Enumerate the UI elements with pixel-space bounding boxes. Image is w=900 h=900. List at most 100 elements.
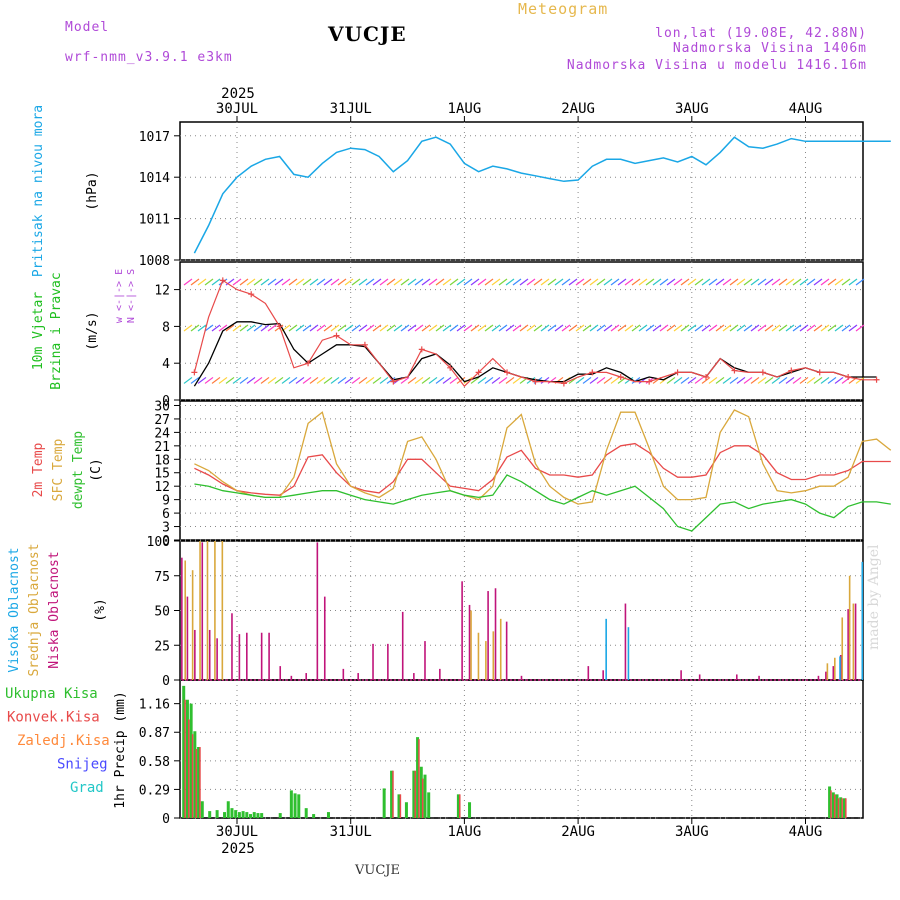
wind-barb-1-70 bbox=[673, 324, 683, 332]
y-tick-label-2-2: 8 bbox=[162, 320, 170, 335]
wind-barb-0-56 bbox=[575, 278, 585, 286]
panel-frame-1 bbox=[179, 121, 864, 261]
wind-barb-0-85 bbox=[778, 278, 788, 286]
wind-barb-0-27 bbox=[372, 278, 382, 286]
wind-barb-1-91 bbox=[820, 324, 830, 332]
wind-title-1: 10m Vjetar bbox=[31, 292, 46, 370]
wind-barb-0-49 bbox=[526, 278, 536, 286]
wind-barb-1-68 bbox=[659, 324, 669, 332]
wind-barb-0-12 bbox=[267, 278, 277, 286]
wind-barb-2-63 bbox=[624, 376, 634, 384]
wind-barb-2-84 bbox=[771, 376, 781, 384]
wind-barb-2-90 bbox=[813, 376, 823, 384]
y-tick-label-3-1: 3 bbox=[162, 521, 170, 536]
wind-barb-1-62 bbox=[617, 324, 627, 332]
y-tick-label-3-8: 24 bbox=[154, 426, 170, 441]
wind-barb-1-3 bbox=[204, 324, 214, 332]
y-tick-label-4-2: 50 bbox=[154, 605, 170, 620]
precip-legend-3: Snijeg bbox=[57, 757, 108, 773]
gust-marker-32 bbox=[646, 378, 653, 385]
wind-barb-2-89 bbox=[806, 376, 816, 384]
wind-barb-1-11 bbox=[260, 324, 270, 332]
wind-barb-0-88 bbox=[799, 278, 809, 286]
y-tick-label-2-0: 0 bbox=[162, 394, 170, 409]
panel-frame-2 bbox=[179, 261, 864, 401]
wind-barb-0-4 bbox=[211, 278, 221, 286]
meteogram-label: Meteogram bbox=[518, 0, 609, 18]
wind-barb-2-44 bbox=[491, 376, 501, 384]
wind-barb-2-6 bbox=[225, 376, 235, 384]
gust-marker-4 bbox=[248, 291, 255, 298]
wind-barb-1-6 bbox=[225, 324, 235, 332]
wind-barb-1-25 bbox=[358, 324, 368, 332]
wind-barb-1-79 bbox=[736, 324, 746, 332]
wind-barb-1-66 bbox=[645, 324, 655, 332]
wind-barb-1-40 bbox=[463, 324, 473, 332]
wind-barb-0-89 bbox=[806, 278, 816, 286]
y-tick-label-3-6: 18 bbox=[154, 453, 170, 468]
wind-barb-0-17 bbox=[302, 278, 312, 286]
wind-barb-1-44 bbox=[491, 324, 501, 332]
wind-barb-2-32 bbox=[407, 376, 417, 384]
wind-barb-1-65 bbox=[638, 324, 648, 332]
wind-barb-0-37 bbox=[442, 278, 452, 286]
y-tick-label-4-3: 75 bbox=[154, 570, 170, 585]
y-tick-label-3-3: 9 bbox=[162, 494, 170, 509]
wind-barb-2-22 bbox=[337, 376, 347, 384]
elevation-label: Nadmorska Visina 1406m bbox=[672, 41, 867, 56]
bottom-date-31JUL: 31JUL bbox=[330, 824, 372, 840]
wind-barb-1-52 bbox=[547, 324, 557, 332]
wind-barb-1-47 bbox=[512, 324, 522, 332]
wind-barb-2-1 bbox=[190, 376, 200, 384]
wind-barb-2-72 bbox=[687, 376, 697, 384]
wind-barb-2-56 bbox=[575, 376, 585, 384]
footer-station: VUCJE bbox=[354, 863, 400, 878]
wind-barb-0-48 bbox=[519, 278, 529, 286]
wind-barb-0-67 bbox=[652, 278, 662, 286]
wind-barb-1-24 bbox=[351, 324, 361, 332]
wind-barb-0-25 bbox=[358, 278, 368, 286]
wind-barb-1-57 bbox=[582, 324, 592, 332]
model-label: Model bbox=[65, 20, 110, 35]
wind-barb-2-57 bbox=[582, 376, 592, 384]
wind-barb-2-13 bbox=[274, 376, 284, 384]
wind-barb-2-46 bbox=[505, 376, 515, 384]
wind-barb-1-46 bbox=[505, 324, 515, 332]
wind-barb-2-74 bbox=[701, 376, 711, 384]
wind-barb-0-59 bbox=[596, 278, 606, 286]
wind-barb-1-89 bbox=[806, 324, 816, 332]
wind-barb-1-10 bbox=[253, 324, 263, 332]
wind-barb-0-90 bbox=[813, 278, 823, 286]
wind-barb-2-5 bbox=[218, 376, 228, 384]
wind-barb-0-26 bbox=[365, 278, 375, 286]
wind-barb-0-24 bbox=[351, 278, 361, 286]
precip-legend-2: Zaledj.Kisa bbox=[17, 733, 110, 749]
top-date-2AUG: 2AUG bbox=[561, 101, 595, 117]
wind-barb-0-16 bbox=[295, 278, 305, 286]
wind-barb-2-88 bbox=[799, 376, 809, 384]
wind-barb-2-11 bbox=[260, 376, 270, 384]
wind-barb-1-67 bbox=[652, 324, 662, 332]
wind-barb-1-75 bbox=[708, 324, 718, 332]
bottom-date-3AUG: 3AUG bbox=[675, 824, 709, 840]
wind-barb-0-63 bbox=[624, 278, 634, 286]
wind-barb-0-2 bbox=[197, 278, 207, 286]
wind-barb-1-8 bbox=[239, 324, 249, 332]
gust-marker-42 bbox=[788, 367, 795, 374]
wind-barb-2-24 bbox=[351, 376, 361, 384]
wind-barb-0-61 bbox=[610, 278, 620, 286]
wind-barb-2-52 bbox=[547, 376, 557, 384]
wind-barb-1-86 bbox=[785, 324, 795, 332]
wind-barb-0-29 bbox=[386, 278, 396, 286]
wind-barb-2-94 bbox=[841, 376, 851, 384]
wind-barb-1-85 bbox=[778, 324, 788, 332]
wind-title-2: Brzina i Pravac bbox=[49, 272, 64, 389]
pressure-unit: (hPa) bbox=[85, 171, 100, 210]
wind-barb-1-87 bbox=[792, 324, 802, 332]
precip-legend-0: Ukupna Kisa bbox=[5, 686, 98, 702]
wind-barb-2-36 bbox=[435, 376, 445, 384]
wind-barb-1-92 bbox=[827, 324, 837, 332]
y-tick-label-3-5: 15 bbox=[154, 467, 170, 482]
top-date-3AUG: 3AUG bbox=[675, 101, 709, 117]
